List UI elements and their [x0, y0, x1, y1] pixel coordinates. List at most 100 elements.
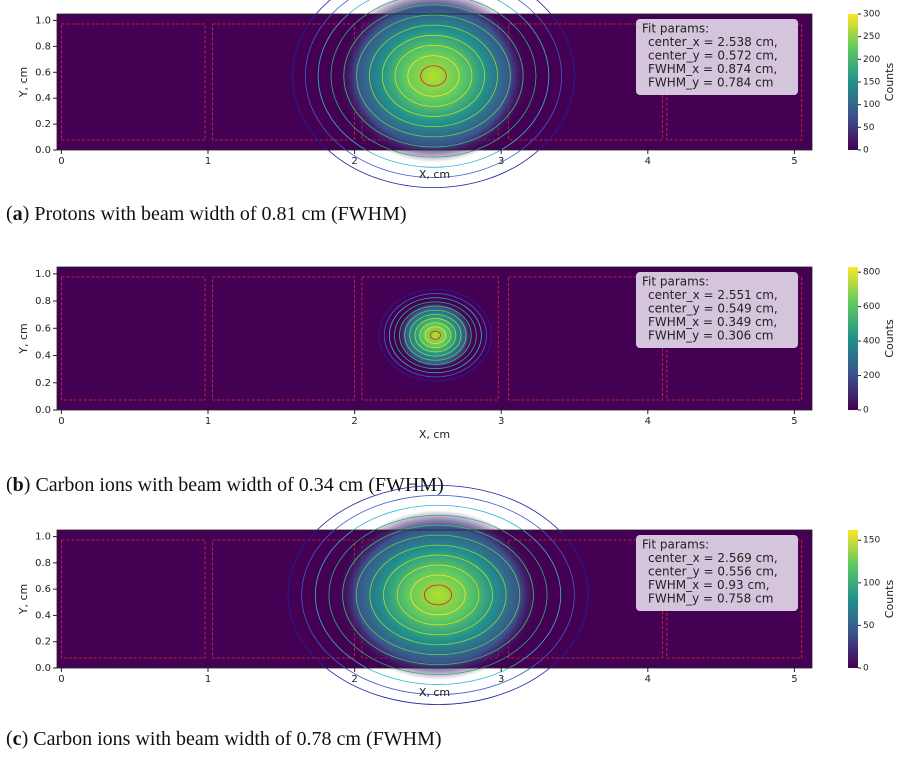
fit-param: center_x = 2.569 cm,	[648, 551, 778, 565]
fit-contour	[424, 326, 447, 344]
plot-frame	[56, 13, 813, 151]
x-tick-label: 5	[791, 674, 797, 685]
fit-contour	[429, 330, 441, 340]
fit-contour	[314, 504, 562, 685]
y-axis-label: Y, cm	[17, 584, 30, 615]
y-tick-label: 0.8	[35, 296, 51, 307]
y-tick-label: 0.2	[35, 637, 51, 648]
fit-param: center_x = 2.538 cm,	[648, 35, 778, 49]
fit-unit: cm,	[755, 62, 777, 76]
fit-value: 2.569	[717, 551, 751, 565]
fit-param: FWHM_x = 0.93 cm,	[648, 578, 770, 592]
fit-contour	[287, 484, 589, 705]
colorbar-tick-label: 400	[863, 337, 880, 347]
y-tick-label: 0.6	[35, 67, 51, 78]
fit-contour	[317, 0, 550, 168]
y-tick-label: 0.8	[35, 41, 51, 52]
y-tick-label: 0.2	[35, 119, 51, 130]
y-tick-label: 0.0	[35, 663, 51, 674]
fit-value: 0.874	[717, 62, 751, 76]
detector-outline	[60, 23, 206, 141]
fit-contour	[343, 4, 524, 148]
fit-contour	[292, 0, 575, 188]
y-tick-label: 0.4	[35, 93, 51, 104]
colorbar-tick-label: 150	[863, 536, 880, 546]
y-tick-label: 1.0	[35, 532, 51, 543]
caption: (c) Carbon ions with beam width of 0.78 …	[6, 728, 442, 750]
colorbar-tick-label: 150	[863, 78, 880, 88]
fit-param: FWHM_x = 0.349 cm,	[648, 315, 777, 329]
fit-label: FWHM_x =	[648, 578, 713, 592]
x-tick-label: 3	[498, 674, 504, 685]
y-axis-label: Y, cm	[17, 67, 30, 98]
x-tick-label: 1	[205, 674, 211, 685]
fit-value: 0.572	[717, 48, 751, 62]
fit-contour	[394, 45, 473, 107]
fit-contour	[369, 24, 498, 128]
caption-text: Protons with beam width of 0.81 cm (FWHM…	[34, 203, 406, 225]
fit-unit: cm	[755, 591, 773, 605]
colorbar-tick-label: 250	[863, 32, 880, 42]
y-tick-label: 0.4	[35, 610, 51, 621]
fit-contour	[419, 322, 452, 349]
fit-box	[636, 535, 798, 611]
x-tick-label: 3	[498, 416, 504, 427]
fit-box	[636, 19, 798, 95]
detector-outline	[211, 276, 356, 401]
y-tick-label: 0.2	[35, 378, 51, 389]
fit-contour	[301, 494, 575, 695]
fit-contour	[404, 309, 467, 361]
fit-unit: cm,	[756, 288, 778, 302]
fit-param: FWHM_y = 0.306 cm	[648, 328, 773, 342]
fit-title: Fit params:	[642, 538, 709, 552]
colorbar-tick-label: 0	[863, 406, 869, 416]
fit-unit: cm,	[756, 551, 778, 565]
y-axis-label: Y, cm	[17, 323, 30, 354]
x-tick-label: 4	[645, 674, 651, 685]
fit-contour	[410, 574, 466, 616]
y-tick-label: 0.0	[35, 145, 51, 156]
y-tick-label: 0.6	[35, 323, 51, 334]
fit-contour	[407, 55, 460, 97]
x-tick-label: 0	[58, 156, 64, 167]
fit-label: center_y =	[648, 301, 714, 315]
fit-param: FWHM_y = 0.758 cm	[648, 591, 773, 605]
fit-contour	[399, 305, 472, 365]
fit-label: center_x =	[648, 551, 714, 565]
x-tick-label: 4	[645, 416, 651, 427]
colorbar-tick-label: 600	[863, 302, 880, 312]
colorbar-tick-label: 800	[863, 268, 880, 278]
fit-unit: cm,	[756, 48, 778, 62]
fit-param: center_x = 2.551 cm,	[648, 288, 778, 302]
fit-contour	[369, 544, 507, 646]
fit-param: center_y = 0.556 cm,	[648, 564, 778, 578]
fit-unit: cm,	[756, 35, 778, 49]
caption-text: Carbon ions with beam width of 0.78 cm (…	[33, 728, 441, 750]
fit-contour	[328, 514, 548, 676]
beam-spot	[397, 299, 474, 371]
y-tick-label: 0.6	[35, 584, 51, 595]
y-tick-label: 1.0	[35, 15, 51, 26]
caption-text: Carbon ions with beam width of 0.34 cm (…	[35, 474, 443, 496]
x-tick-label: 3	[498, 156, 504, 167]
fit-contour	[381, 34, 486, 117]
fit-value: 0.784	[717, 75, 751, 89]
fit-label: FWHM_x =	[648, 315, 713, 329]
fit-value: 0.758	[717, 591, 751, 605]
fit-label: FWHM_y =	[648, 328, 713, 342]
y-tick-label: 0.8	[35, 558, 51, 569]
fit-unit: cm,	[756, 564, 778, 578]
fit-contour	[394, 301, 477, 369]
fit-contour	[304, 0, 562, 178]
fit-contour	[423, 584, 453, 606]
colorbar	[848, 267, 858, 410]
fit-contour	[330, 0, 537, 158]
fit-label: center_x =	[648, 35, 714, 49]
colorbar-tick-label: 0	[863, 146, 869, 156]
fit-param: center_y = 0.549 cm,	[648, 301, 778, 315]
y-tick-label: 0.0	[35, 405, 51, 416]
fit-box	[636, 272, 798, 348]
colorbar-label: Counts	[883, 63, 896, 102]
fit-unit: cm,	[756, 301, 778, 315]
fit-title: Fit params:	[642, 275, 709, 289]
